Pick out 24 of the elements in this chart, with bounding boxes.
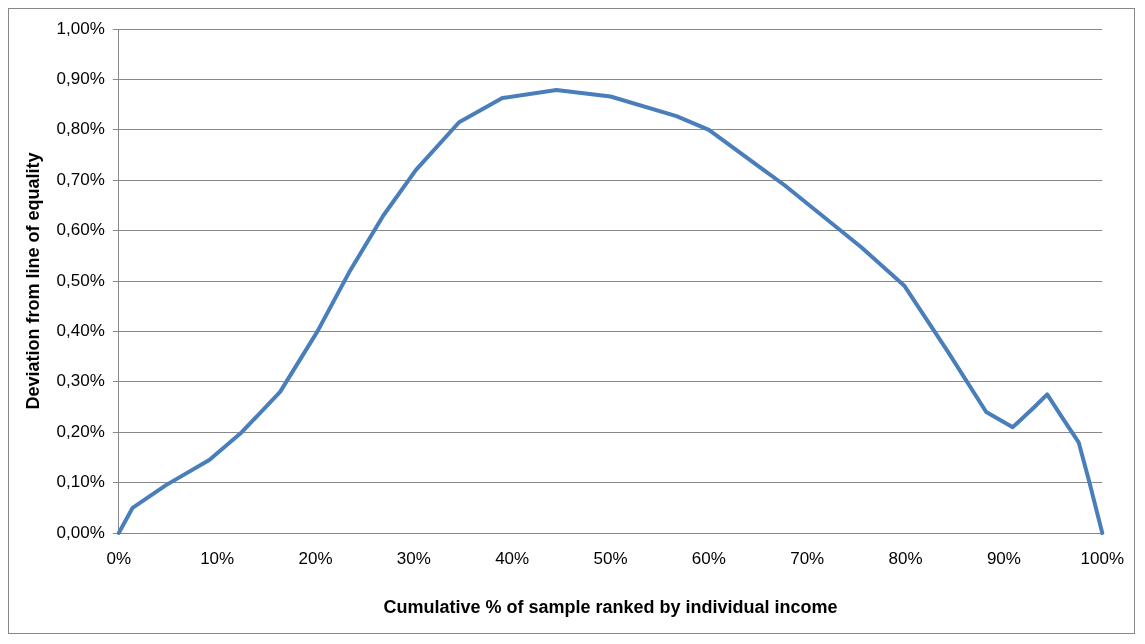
- y-tick-label: 0,50%: [56, 270, 105, 290]
- y-tick-label: 0,00%: [56, 522, 105, 542]
- x-tick-label: 10%: [200, 548, 235, 568]
- x-tick-label: 60%: [691, 548, 726, 568]
- x-axis-title: Cumulative % of sample ranked by individual income: [383, 597, 838, 618]
- y-tick-label: 0,70%: [56, 169, 105, 189]
- y-axis-title: Deviation from line of equality: [22, 152, 43, 410]
- x-tick-label: 40%: [495, 548, 530, 568]
- x-tick-label: 30%: [396, 548, 431, 568]
- y-tick-label: 0,30%: [56, 371, 105, 391]
- y-tick-label: 0,60%: [56, 220, 105, 240]
- x-tick-label: 0%: [106, 548, 132, 568]
- y-tick-label: 0,10%: [56, 472, 105, 492]
- x-tick-label: 80%: [888, 548, 923, 568]
- x-tick-label: 90%: [986, 548, 1021, 568]
- x-tick-label: 50%: [593, 548, 628, 568]
- y-tick-label: 0,20%: [56, 421, 105, 441]
- x-tick-label: 70%: [790, 548, 825, 568]
- x-tick-label: 20%: [298, 548, 333, 568]
- y-tick-label: 0,80%: [56, 119, 105, 139]
- y-tick-label: 0,40%: [56, 321, 105, 341]
- y-tick-label: 1,00%: [56, 18, 105, 38]
- x-tick-label: 100%: [1080, 548, 1124, 568]
- y-tick-label: 0,90%: [56, 69, 105, 89]
